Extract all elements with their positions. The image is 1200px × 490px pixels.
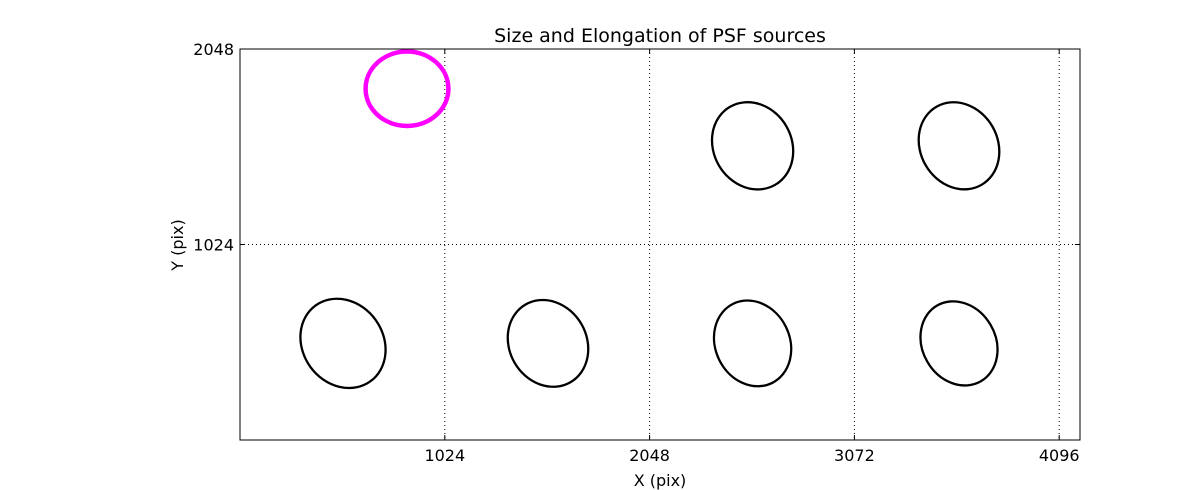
x-tick-label: 2048 <box>629 446 670 465</box>
x-tick-label: 4096 <box>1039 446 1080 465</box>
chart-title: Size and Elongation of PSF sources <box>494 25 826 47</box>
psf-ellipse-2 <box>710 101 795 191</box>
x-tick-label: 1024 <box>424 446 465 465</box>
psf-ellipse-3 <box>917 101 1001 191</box>
psf-ellipse-7 <box>919 300 999 387</box>
psf-ellipse-4 <box>299 297 387 390</box>
x-tick-label: 3072 <box>834 446 875 465</box>
psf-ellipse-5 <box>506 298 590 388</box>
psf-ellipse-6 <box>712 299 793 388</box>
grid-lines <box>240 48 1080 440</box>
x-axis-label: X (pix) <box>634 471 687 490</box>
psf-ellipse-1 <box>363 49 451 129</box>
y-tick-label: 1024 <box>193 236 234 255</box>
axis-ticks: 1024 2048 3072 4096 1024 2048 <box>193 40 1080 465</box>
y-axis-label: Y (pix) <box>168 219 187 271</box>
y-tick-label: 2048 <box>193 40 234 59</box>
psf-ellipses <box>299 49 1001 390</box>
